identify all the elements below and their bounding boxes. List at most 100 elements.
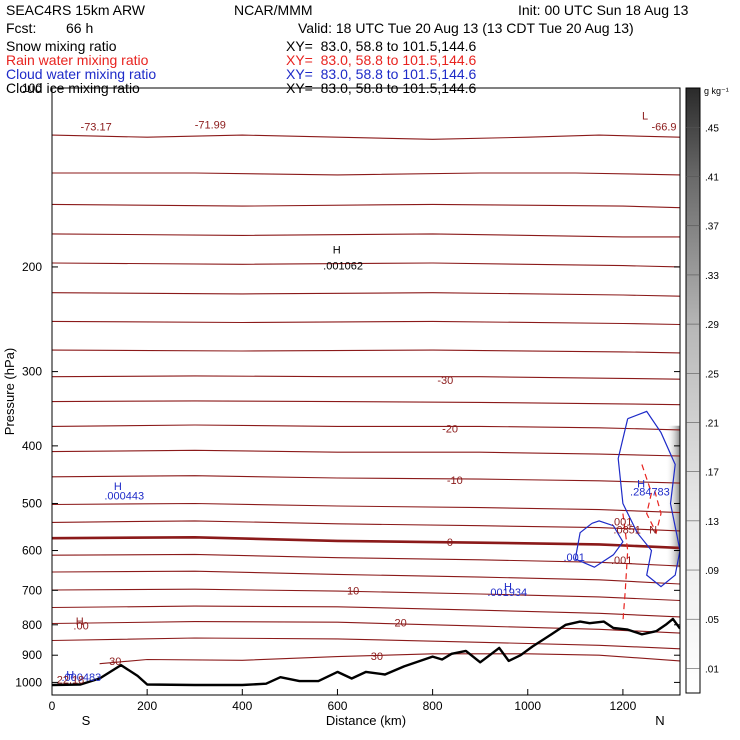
x-end-label-north: N [655, 713, 664, 728]
colorbar-tick-label: .09 [705, 566, 719, 577]
terrain-line [52, 617, 680, 687]
contour-annotation: -66.9 [651, 122, 676, 134]
temperature-contour [52, 535, 680, 550]
temperature-contour [52, 233, 680, 238]
contour-annotation: -71.99 [195, 120, 226, 132]
field-name-cloud-water: Cloud water mixing ratio [6, 66, 157, 82]
field-xy-cloud-water: XY= 83.0, 58.8 to 101.5,144.6 [286, 66, 477, 82]
colorbar-tick-label: .41 [705, 173, 719, 184]
x-end-label-south: S [82, 713, 91, 728]
contour-annotation: 20 [395, 618, 407, 630]
contour-annotation: H [114, 481, 122, 493]
contour-annotation: H [504, 581, 512, 593]
forecast-label: Fcst: [6, 20, 37, 36]
x-tick-label: 1200 [610, 699, 637, 713]
contour-annotation: .284783 [630, 487, 670, 499]
temperature-contour [52, 172, 680, 176]
contour-annotation: H [333, 245, 341, 257]
y-tick-label: 100 [22, 81, 42, 95]
contour-annotation: 10 [347, 586, 359, 598]
contour-annotation: H [66, 670, 74, 682]
contour-annotation: H [76, 616, 84, 628]
temperature-contour [52, 502, 680, 514]
colorbar-tick-label: .17 [705, 468, 719, 479]
temperature-contour [52, 262, 680, 268]
colorbar-gradient [685, 87, 701, 694]
temperature-contour [52, 203, 680, 209]
plot-frame [51, 87, 681, 696]
colorbar-tick-label: .13 [705, 517, 719, 528]
contour-annotation: .001934 [487, 587, 527, 599]
temperature-contour [52, 570, 680, 585]
y-tick-label: 1000 [15, 675, 42, 689]
colorbar-tick-label: .05 [705, 615, 719, 626]
y-tick-label: 800 [22, 618, 42, 632]
contour-annotation: .001 [611, 517, 632, 529]
y-tick-label: 900 [22, 648, 42, 662]
temperature-contour [52, 588, 680, 602]
temperature-contour [52, 134, 680, 140]
colorbar-tick-label: .33 [705, 271, 719, 282]
init-time: Init: 00 UTC Sun 18 Aug 13 [518, 2, 689, 18]
forecast-hours: 66 h [66, 20, 94, 36]
contour-annotation: -10 [447, 475, 463, 487]
colorbar-tick-label: .29 [705, 320, 719, 331]
cloud-water-contour [574, 520, 624, 568]
contour-annotation: -30 [437, 375, 453, 387]
y-axis-label: Pressure (hPa) [2, 348, 17, 435]
temperature-contour [52, 520, 680, 532]
contour-annotation: .000483 [62, 672, 102, 684]
cloud-water-contour [617, 410, 680, 588]
temperature-contour [52, 637, 680, 650]
temperature-contour [52, 375, 680, 380]
rain-water-contour [641, 464, 662, 535]
colorbar-tick-label: .45 [705, 123, 719, 134]
contour-annotation: -20 [442, 424, 458, 436]
field-xy-snow: XY= 83.0, 58.8 to 101.5,144.6 [286, 38, 477, 54]
contour-annotation: .001062 [323, 261, 363, 273]
contour-annotation: 30 [109, 656, 121, 668]
contour-annotation: 30 [371, 651, 383, 663]
x-tick-label: 600 [327, 699, 347, 713]
temperature-contour [52, 349, 680, 354]
temperature-contour [52, 320, 680, 326]
contour-annotation: .00 [73, 621, 88, 633]
y-tick-label: 200 [22, 260, 42, 274]
y-tick-label: 500 [22, 496, 42, 510]
model-name: SEAC4RS 15km ARW [6, 2, 146, 18]
contour-annotation: 22.18 [57, 675, 85, 687]
organization: NCAR/MMM [234, 2, 313, 18]
x-tick-label: 0 [49, 699, 56, 713]
contour-annotation: .0851 [613, 525, 641, 537]
colorbar-tick-label: .37 [705, 222, 719, 233]
temperature-contour [52, 400, 680, 406]
x-axis-label: Distance (km) [326, 713, 406, 728]
temperature-contour [52, 424, 680, 431]
x-tick-label: 800 [423, 699, 443, 713]
colorbar-tick-label: .21 [705, 418, 719, 429]
colorbar-unit: g kg⁻¹ [704, 86, 729, 96]
contour-annotation: N [649, 525, 657, 537]
temperature-contour [52, 475, 680, 484]
colorbar-tick-label: .01 [705, 664, 719, 675]
temperature-contour [52, 621, 680, 634]
temperature-contour [52, 553, 680, 567]
x-tick-label: 200 [137, 699, 157, 713]
x-tick-label: 400 [232, 699, 252, 713]
contour-annotation: .001 [563, 552, 584, 564]
x-tick-label: 1000 [514, 699, 541, 713]
colorbar-tick-label: .25 [705, 369, 719, 380]
temperature-contour [99, 653, 680, 665]
temperature-contour [52, 292, 680, 297]
field-name-rain: Rain water mixing ratio [6, 52, 149, 68]
temperature-contour [52, 605, 680, 618]
field-name-snow: Snow mixing ratio [6, 38, 117, 54]
y-tick-label: 300 [22, 365, 42, 379]
y-tick-label: 700 [22, 583, 42, 597]
y-tick-label: 600 [22, 544, 42, 558]
contour-annotation: .001 [611, 555, 632, 567]
field-xy-rain: XY= 83.0, 58.8 to 101.5,144.6 [286, 52, 477, 68]
y-tick-label: 400 [22, 439, 42, 453]
contour-annotation: 0 [447, 537, 453, 549]
